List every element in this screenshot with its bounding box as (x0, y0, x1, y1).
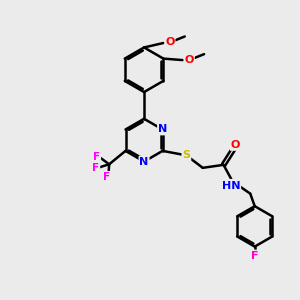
Text: HN: HN (222, 181, 240, 191)
Text: F: F (251, 250, 259, 260)
Text: F: F (103, 172, 110, 182)
Text: N: N (140, 157, 149, 166)
Text: HN: HN (222, 180, 240, 190)
Text: F: F (93, 152, 100, 162)
Text: F: F (92, 163, 99, 173)
Text: S: S (182, 150, 190, 161)
Text: O: O (165, 38, 175, 47)
Text: O: O (231, 140, 240, 150)
Text: N: N (158, 124, 167, 134)
Text: O: O (184, 55, 194, 65)
